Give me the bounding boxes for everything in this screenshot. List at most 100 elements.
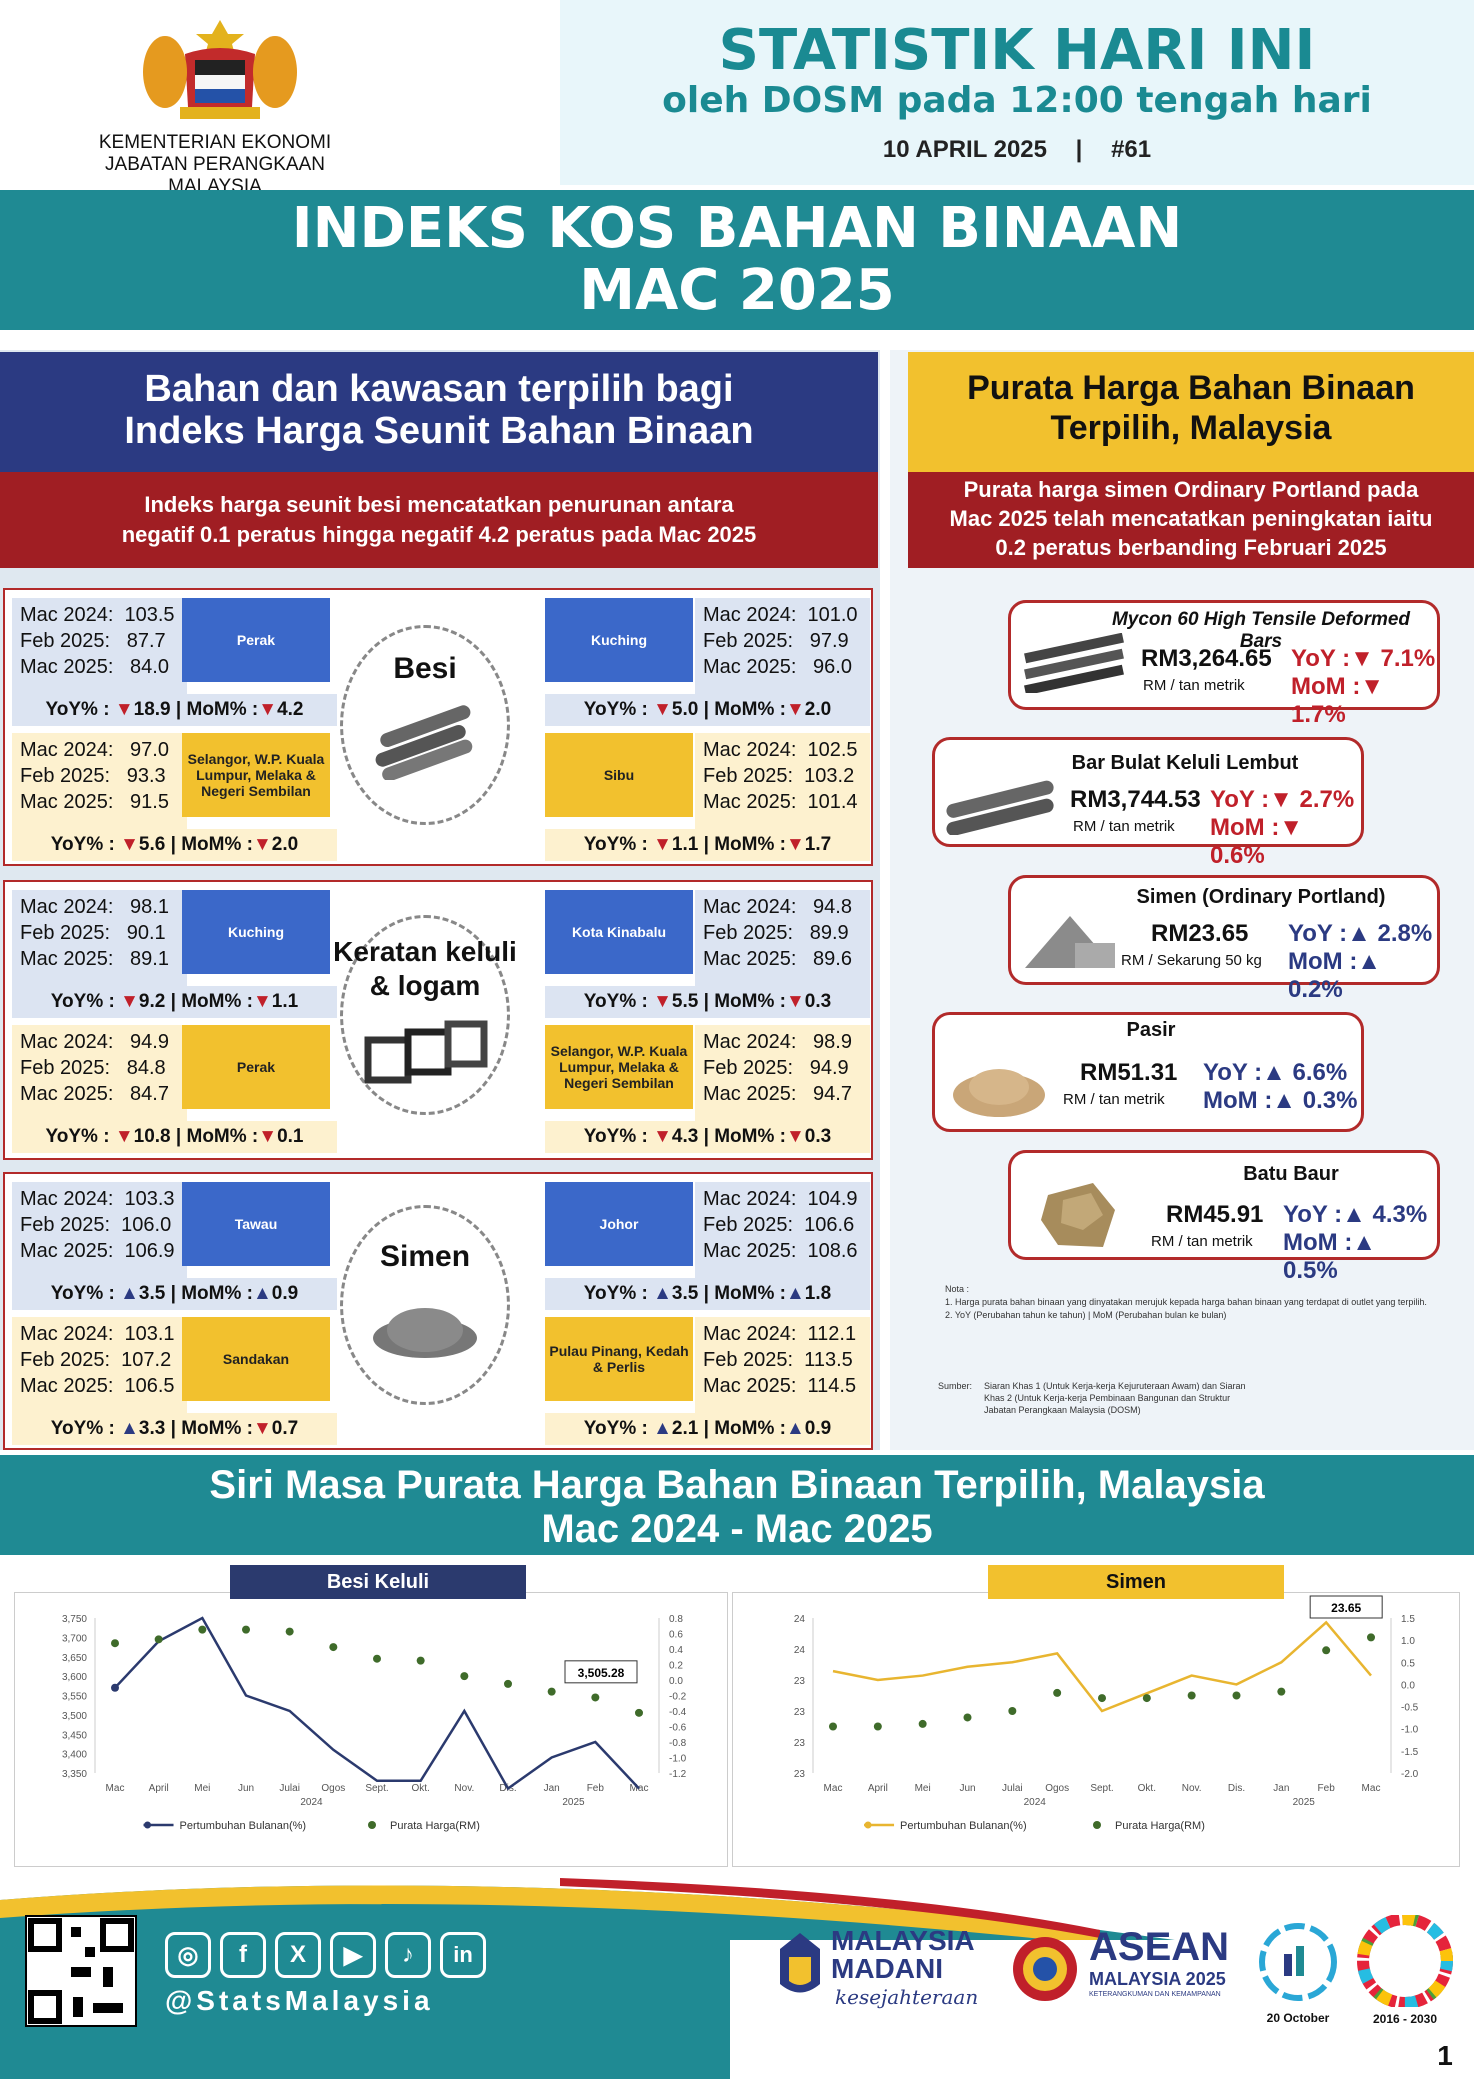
index-value-row: Mac 2025: 114.5 [703, 1375, 857, 1397]
legend-label: Purata Harga(RM) [1115, 1820, 1205, 1832]
change-text: YoY% : ▲2.1 | MoM% :▲0.9 [583, 1418, 832, 1439]
index-value-row: Mac 2025: 91.5 [20, 791, 169, 813]
index-value-row: Mac 2024: 98.1 [20, 896, 169, 918]
index-value-row: Mac 2025: 84.0 [20, 656, 169, 678]
right-tick-label: -1.0 [669, 1754, 687, 1765]
card-mom: MoM :▲ 0.5% [1283, 1229, 1377, 1284]
instagram-icon[interactable]: ◎ [165, 1932, 211, 1978]
left-tick-label: 24 [794, 1614, 806, 1625]
x-tick-label: Feb [587, 1783, 605, 1794]
change-text: YoY% : ▼5.0 | MoM% :▼2.0 [583, 699, 832, 720]
left-tick-label: 3,750 [62, 1614, 87, 1625]
card-mom: MoM :▲ 0.3% [1203, 1087, 1358, 1114]
main-banner: INDEKS KOS BAHAN BINAAN MAC 2025 [0, 190, 1474, 330]
social-handle[interactable]: @StatsMalaysia [165, 1985, 434, 2016]
x-tick-label: Okt. [1138, 1783, 1156, 1794]
left-title-line2: Indeks Harga Seunit Bahan Binaan [124, 410, 754, 452]
price-point [591, 1693, 600, 1702]
x-tick-label: Feb [1318, 1783, 1336, 1794]
index-block: Mac 2024: 97.0 Feb 2025: 93.3 Mac 2025: 91… [12, 733, 337, 863]
x-tick-label: Nov. [454, 1783, 474, 1794]
price-point [285, 1627, 294, 1636]
region-label: Sibu [545, 733, 693, 817]
index-value-row: Mac 2024: 103.1 [20, 1323, 175, 1345]
issue-label: #61 [1111, 136, 1152, 163]
x-tick-label: Ogos [1045, 1783, 1069, 1794]
facebook-icon[interactable]: f [220, 1932, 266, 1978]
youtube-icon[interactable]: ▶ [330, 1932, 376, 1978]
price-point [1187, 1691, 1196, 1700]
price-point [1053, 1688, 1062, 1697]
change-row: YoY% : ▼9.2 | MoM% :▼1.1 [12, 986, 337, 1018]
sumber-label: Sumber: [938, 1381, 973, 1391]
asean-line3: KETERANGKUMAN DAN KEMAMPANAN [1089, 1991, 1221, 1998]
index-values: Mac 2024: 94.8 Feb 2025: 89.9 Mac 2025: 89… [695, 890, 870, 990]
change-row: YoY% : ▼5.0 | MoM% :▼2.0 [545, 694, 870, 726]
x-tick-label: Mac [106, 1783, 125, 1794]
nota-line1: 1. Harga purata bahan binaan yang dinyat… [945, 1297, 1427, 1307]
index-value-row: Feb 2025: 89.9 [703, 922, 849, 944]
change-text: YoY% : ▲3.3 | MoM% :▼0.7 [50, 1418, 299, 1439]
change-row: YoY% : ▲2.1 | MoM% :▲0.9 [545, 1413, 870, 1445]
x-twitter-icon[interactable]: X [275, 1932, 321, 1978]
price-point [504, 1679, 512, 1688]
left-tick-label: 3,600 [62, 1672, 87, 1683]
legend-dot-swatch [368, 1821, 376, 1829]
qr-code[interactable] [25, 1915, 137, 2027]
asean-emblem-icon [1013, 1937, 1077, 2001]
change-text: YoY% : ▼4.3 | MoM% :▼0.3 [583, 1126, 832, 1147]
index-block: Mac 2024: 104.9 Feb 2025: 106.6 Mac 2025: … [545, 1182, 870, 1312]
index-value-row: Mac 2024: 94.9 [20, 1031, 169, 1053]
card-price: RM23.65 [1151, 920, 1249, 947]
index-value-row: Mac 2024: 104.9 [703, 1188, 858, 1210]
card-mom: MoM :▼ 1.7% [1291, 673, 1385, 728]
card-yoy: YoY :▲ 4.3% [1283, 1201, 1428, 1228]
index-block: Mac 2024: 112.1 Feb 2025: 113.5 Mac 2025: … [545, 1317, 870, 1447]
banner-line2: MAC 2025 [579, 258, 895, 323]
linkedin-icon[interactable]: in [440, 1932, 486, 1978]
right-note-line3: 0.2 peratus berbanding Februari 2025 [995, 535, 1387, 560]
timeseries-title2: Mac 2024 - Mac 2025 [541, 1507, 933, 1551]
region-label: Selangor, W.P. Kuala Lumpur, Melaka & Ne… [182, 733, 330, 817]
card-name: Mycon 60 High Tensile Deformed Bars [1111, 609, 1411, 652]
legend-label: Purata Harga(RM) [390, 1820, 480, 1832]
statistics-day-date: 20 October [1266, 2011, 1330, 2025]
card-price: RM45.91 [1166, 1201, 1264, 1228]
right-tick-label: 0.6 [669, 1630, 683, 1641]
right-tick-label: 0.8 [669, 1614, 683, 1625]
index-value-row: Mac 2025: 84.7 [20, 1083, 169, 1105]
ministry-text: KEMENTERIAN EKONOMI JABATAN PERANGKAAN M… [60, 132, 370, 198]
price-card-simen: Simen (Ordinary Portland) RM23.65 RM / S… [1008, 875, 1440, 1003]
x-tick-label: Mac [1362, 1783, 1381, 1794]
region-label: Perak [182, 1025, 330, 1109]
madani-line2: MADANI [831, 1953, 943, 1984]
left-tick-label: 3,450 [62, 1730, 87, 1741]
index-value-row: Feb 2025: 97.9 [703, 630, 849, 652]
index-value-row: Mac 2025: 89.1 [20, 948, 169, 970]
annotation-box [564, 1660, 638, 1684]
chart-simen-title: Simen [988, 1565, 1284, 1599]
price-point [1008, 1707, 1017, 1715]
index-value-row: Mac 2024: 112.1 [703, 1323, 857, 1345]
card-unit: RM / tan metrik [1073, 818, 1175, 835]
right-panel-header: Purata Harga Bahan Binaan Terpilih, Mala… [908, 352, 1474, 472]
price-point [873, 1722, 882, 1731]
left-note-line1: Indeks harga seunit besi mencatatkan pen… [144, 492, 734, 517]
tiktok-icon[interactable]: ♪ [385, 1932, 431, 1978]
card-yoy: YoY :▼ 2.7% [1210, 786, 1355, 813]
index-values: Mac 2024: 94.9 Feb 2025: 84.8 Mac 2025: 84… [12, 1025, 187, 1125]
x-tick-label: Ogos [321, 1783, 345, 1794]
price-point [111, 1639, 119, 1648]
index-value-row: Mac 2025: 89.6 [703, 948, 852, 970]
change-text: YoY% : ▲3.5 | MoM% :▲1.8 [583, 1283, 832, 1304]
x-tick-label: Jan [1273, 1783, 1289, 1794]
index-value-row: Mac 2025: 96.0 [703, 656, 852, 678]
right-tick-label: 0.5 [1401, 1658, 1415, 1669]
index-value-row: Mac 2024: 103.3 [20, 1188, 175, 1210]
card-price: RM3,264.65 [1141, 645, 1272, 672]
change-text: YoY% : ▼1.1 | MoM% :▼1.7 [583, 834, 832, 855]
card-mom: MoM :▲ 0.2% [1288, 948, 1382, 1003]
card-name: Pasir [1126, 1019, 1176, 1041]
region-label: Tawau [182, 1182, 330, 1266]
x-tick-label: Jan [544, 1783, 560, 1794]
